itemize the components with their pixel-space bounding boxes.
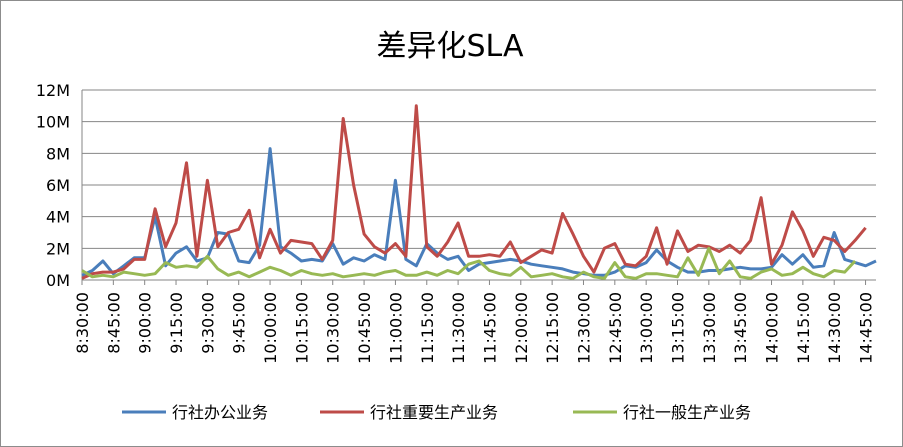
x-tick-label: 11:15:00 — [418, 292, 437, 364]
x-tick-label: 10:30:00 — [324, 292, 343, 364]
x-tick-label: 14:15:00 — [794, 292, 813, 364]
legend-label-1: 行社办公业务 — [172, 403, 268, 422]
x-tick-label: 12:15:00 — [543, 292, 562, 364]
series-lines — [81, 104, 877, 280]
x-tick-label: 10:15:00 — [292, 292, 311, 364]
y-tick-label: 6M — [46, 176, 70, 195]
y-tick-label: 12M — [36, 81, 70, 100]
y-axis-ticks: 0M 2M 4M 6M 8M 10M 12M — [36, 81, 70, 290]
x-tick-label: 12:45:00 — [606, 292, 625, 364]
x-tick-label: 11:00:00 — [386, 292, 405, 364]
x-tick-label: 9:15:00 — [167, 292, 186, 354]
y-tick-label: 2M — [46, 239, 70, 258]
x-tick-label: 13:15:00 — [669, 292, 688, 364]
x-tick-label: 8:30:00 — [73, 292, 92, 354]
axes — [81, 90, 876, 281]
x-tick-label: 12:00:00 — [512, 292, 531, 364]
x-tick-label: 14:00:00 — [763, 292, 782, 364]
x-tick-label: 11:45:00 — [480, 292, 499, 364]
x-tick-label: 13:00:00 — [637, 292, 656, 364]
y-tick-label: 0M — [46, 271, 70, 290]
x-axis-ticks: 8:30:00 8:45:00 9:00:00 9:15:00 9:30:00 9:45:… — [73, 280, 876, 364]
x-tick-label: 13:30:00 — [700, 292, 719, 364]
legend: 行社办公业务 行社重要生产业务 行社一般生产业务 — [122, 403, 751, 422]
legend-label-3: 行社一般生产业务 — [623, 403, 751, 422]
x-tick-label: 13:45:00 — [731, 292, 750, 364]
y-tick-label: 4M — [46, 208, 70, 227]
x-tick-label: 10:45:00 — [355, 292, 374, 364]
x-tick-label: 10:00:00 — [261, 292, 280, 364]
x-tick-label: 8:45:00 — [104, 292, 123, 354]
series-line-2 — [81, 104, 867, 280]
y-tick-label: 8M — [46, 144, 70, 163]
series-line-3 — [81, 246, 857, 280]
series-line-1 — [81, 147, 877, 277]
x-tick-label: 9:30:00 — [198, 292, 217, 354]
y-tick-label: 10M — [36, 113, 70, 132]
x-tick-label: 14:30:00 — [825, 292, 844, 364]
x-tick-label: 12:30:00 — [574, 292, 593, 364]
x-tick-label: 9:00:00 — [136, 292, 155, 354]
chart-title: 差异化SLA — [377, 29, 524, 64]
x-tick-label: 9:45:00 — [230, 292, 249, 354]
x-tick-label: 11:30:00 — [449, 292, 468, 364]
x-tick-label: 14:45:00 — [857, 292, 876, 364]
legend-label-2: 行社重要生产业务 — [370, 403, 498, 422]
